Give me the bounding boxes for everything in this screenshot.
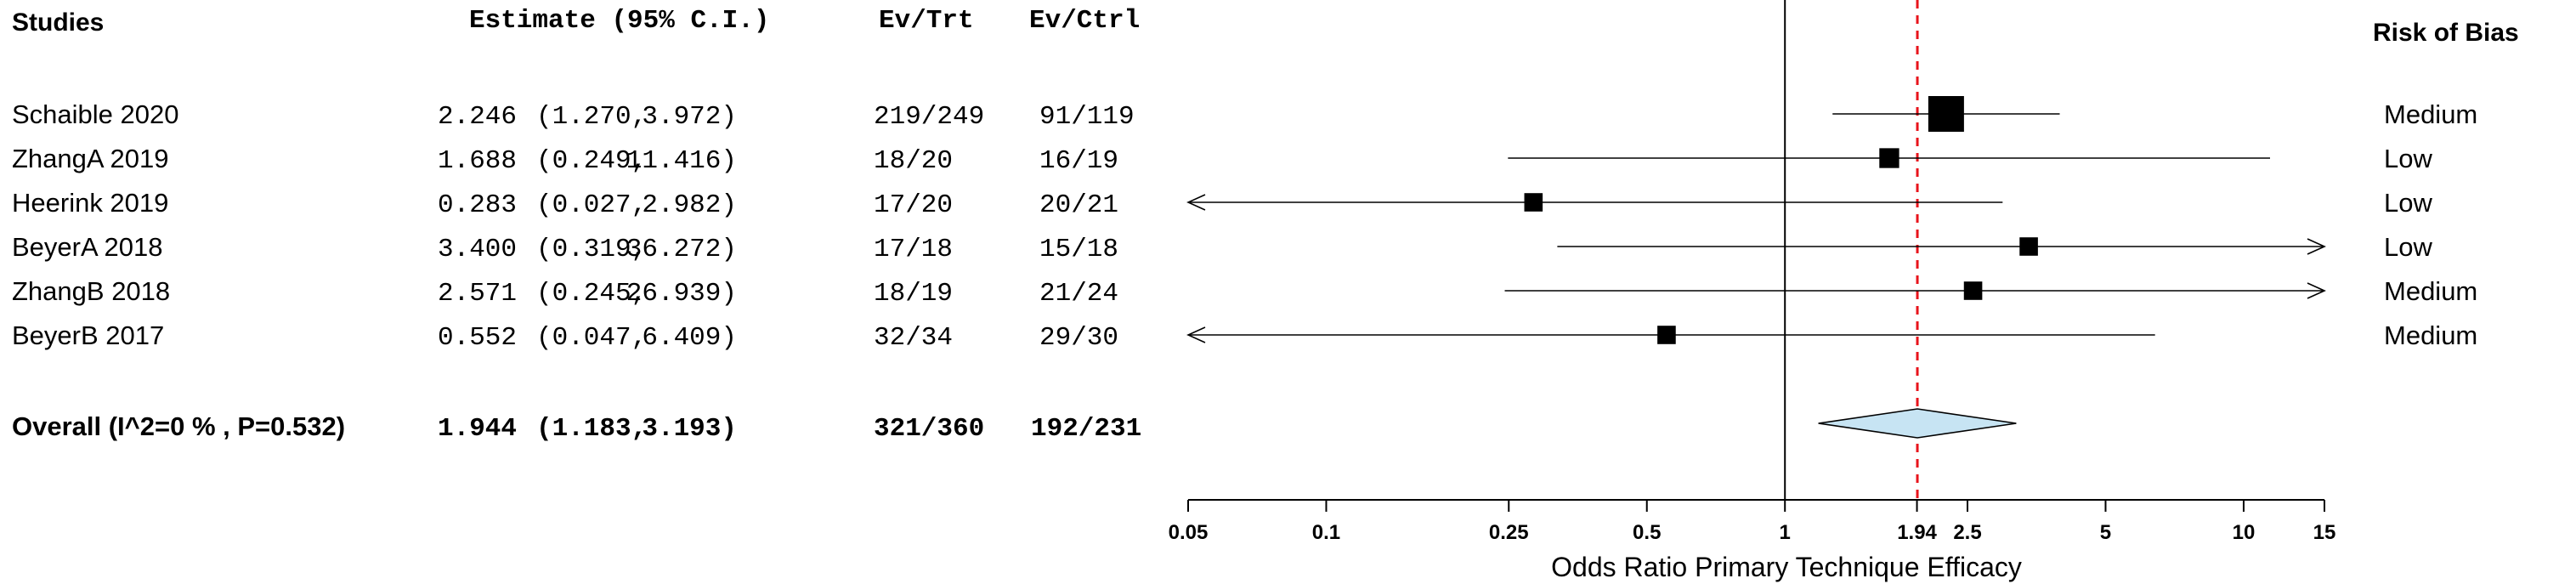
- study-name: Heerink 2019: [12, 188, 168, 218]
- study-estimate: 2.246: [438, 102, 517, 132]
- x-tick-label: 0.1: [1312, 521, 1340, 544]
- point-estimate-square: [1879, 148, 1899, 168]
- study-ci-upper: 26.939): [626, 279, 737, 309]
- x-tick-label: 5: [2100, 521, 2111, 544]
- study-risk-of-bias: Medium: [2384, 276, 2477, 306]
- study-ci-lower: (0.027,: [536, 190, 647, 220]
- study-name: ZhangB 2018: [12, 276, 170, 306]
- x-tick-label: 1: [1780, 521, 1791, 544]
- point-estimate-square: [1657, 326, 1676, 344]
- ci-arrow-left: [1186, 326, 1206, 343]
- study-row: ZhangA 2019 1.688 (0.249,11.416) 18/20 16/19…: [12, 144, 2432, 176]
- study-risk-of-bias: Low: [2384, 188, 2432, 218]
- study-ev-ctrl: 16/19: [1039, 146, 1118, 176]
- study-ci-lower: (1.270,: [536, 102, 647, 132]
- study-risk-of-bias: Medium: [2384, 320, 2477, 350]
- ci-arrow-right: [2307, 282, 2326, 299]
- study-estimate: 3.400: [438, 235, 517, 264]
- x-tick-label: 1.94: [1897, 521, 1937, 544]
- study-ev-ctrl: 20/21: [1039, 190, 1118, 220]
- point-estimate-square: [2019, 237, 2038, 256]
- study-ev-ctrl: 15/18: [1039, 235, 1118, 264]
- study-ev-trt: 219/249: [874, 102, 984, 132]
- study-estimate: 0.552: [438, 323, 517, 353]
- header-ev-trt: Ev/Trt: [879, 6, 974, 36]
- overall-ev-ctrl: 192/231: [1031, 414, 1141, 444]
- study-ev-ctrl: 91/119: [1039, 102, 1135, 132]
- study-ci-upper: 6.409): [642, 323, 737, 353]
- x-tick-label: 0.5: [1633, 521, 1661, 544]
- plot-area: 0.05 0.1 0.25 0.5 1 1.94 2.5 5 10 15: [1169, 0, 2336, 544]
- study-rows: Schaible 2020 2.246 (1.270,3.972) 219/249 91…: [12, 99, 2477, 353]
- study-risk-of-bias: Low: [2384, 232, 2432, 262]
- study-row: Schaible 2020 2.246 (1.270,3.972) 219/249 91…: [12, 99, 2477, 132]
- study-ci-upper: 2.982): [642, 190, 737, 220]
- study-risk-of-bias: Medium: [2384, 99, 2477, 129]
- study-ev-trt: 18/20: [874, 146, 953, 176]
- header-risk-of-bias: Risk of Bias: [2373, 19, 2519, 47]
- study-estimate: 0.283: [438, 190, 517, 220]
- overall-row: Overall (I^2=0 % , P=0.532) 1.944 (1.183…: [12, 411, 1141, 444]
- study-ci-lower: (0.245,: [536, 279, 647, 309]
- study-ev-trt: 17/20: [874, 190, 953, 220]
- overall-ci-upper: 3.193): [642, 414, 737, 444]
- point-estimate-square: [1524, 193, 1543, 212]
- point-estimate-square: [1928, 96, 1964, 132]
- study-ev-ctrl: 21/24: [1039, 279, 1118, 309]
- x-tick-label: 0.05: [1169, 521, 1209, 544]
- header-ev-ctrl: Ev/Ctrl: [1029, 6, 1140, 36]
- study-name: Schaible 2020: [12, 99, 179, 129]
- study-row: ZhangB 2018 2.571 (0.245,26.939) 18/19 21/24…: [12, 276, 2477, 309]
- study-name: BeyerB 2017: [12, 320, 164, 350]
- study-ci-upper: 36.272): [626, 235, 737, 264]
- ci-arrow-left: [1186, 194, 1206, 211]
- overall-ev-trt: 321/360: [874, 414, 984, 444]
- study-name: BeyerA 2018: [12, 232, 163, 262]
- x-tick-label: 10: [2233, 521, 2256, 544]
- study-ev-ctrl: 29/30: [1039, 323, 1118, 353]
- overall-ci-lower: (1.183,: [536, 414, 647, 444]
- x-axis-label: Odds Ratio Primary Technique Efficacy: [1551, 552, 2022, 582]
- study-ci-upper: 11.416): [626, 146, 737, 176]
- study-ci-lower: (0.249,: [536, 146, 647, 176]
- x-tick-label: 0.25: [1489, 521, 1529, 544]
- study-ev-trt: 17/18: [874, 235, 953, 264]
- study-row: BeyerA 2018 3.400 (0.319,36.272) 17/18 15/18…: [12, 232, 2432, 264]
- study-row: Heerink 2019 0.283 (0.027,2.982) 17/20 20/21…: [12, 188, 2432, 220]
- study-risk-of-bias: Low: [2384, 144, 2432, 173]
- study-estimate: 1.688: [438, 146, 517, 176]
- study-name: ZhangA 2019: [12, 144, 168, 173]
- study-ev-trt: 32/34: [874, 323, 953, 353]
- ci-arrow-right: [2307, 238, 2326, 255]
- x-tick-label: 15: [2313, 521, 2336, 544]
- header-estimate: Estimate (95% C.I.): [469, 6, 769, 36]
- overall-diamond: [1818, 408, 2017, 439]
- study-ci-lower: (0.319,: [536, 235, 647, 264]
- study-ev-trt: 18/19: [874, 279, 953, 309]
- study-ci-lower: (0.047,: [536, 323, 647, 353]
- study-estimate: 2.571: [438, 279, 517, 309]
- point-estimate-square: [1963, 281, 1983, 300]
- overall-estimate: 1.944: [438, 414, 517, 444]
- overall-label: Overall (I^2=0 % , P=0.532): [12, 411, 345, 441]
- study-ci-upper: 3.972): [642, 102, 737, 132]
- x-tick-label: 2.5: [1953, 521, 1981, 544]
- header-studies: Studies: [12, 9, 104, 37]
- study-row: BeyerB 2017 0.552 (0.047,6.409) 32/34 29/30 M…: [12, 320, 2477, 353]
